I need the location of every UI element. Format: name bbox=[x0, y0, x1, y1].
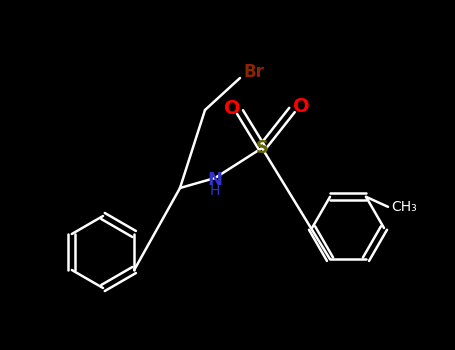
Text: O: O bbox=[293, 97, 309, 116]
Text: N: N bbox=[207, 171, 222, 189]
Text: S: S bbox=[256, 139, 268, 157]
Text: O: O bbox=[224, 98, 240, 118]
Text: H: H bbox=[210, 184, 220, 198]
Text: Br: Br bbox=[243, 63, 264, 81]
Text: CH₃: CH₃ bbox=[391, 200, 417, 214]
